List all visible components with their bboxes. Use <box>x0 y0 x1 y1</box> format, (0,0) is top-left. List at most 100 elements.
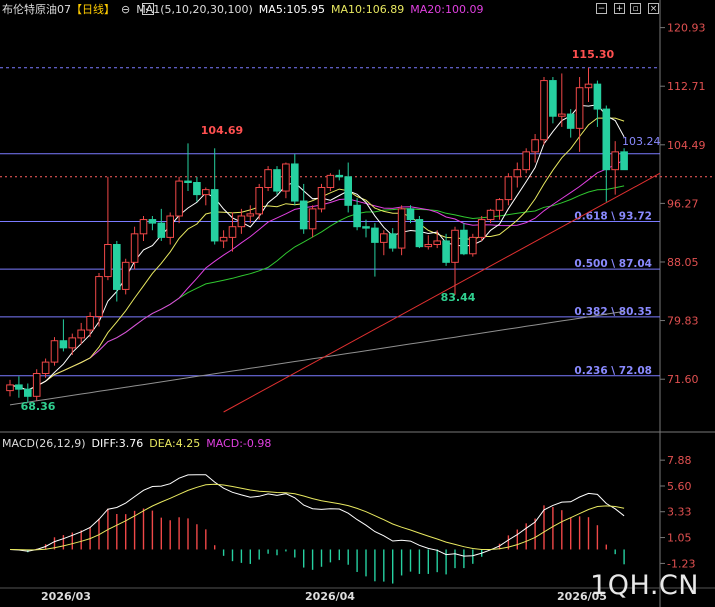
candle-body <box>68 337 77 349</box>
candle-body <box>584 83 593 89</box>
candle-body <box>317 186 326 210</box>
x-axis-label: 2026/04 <box>305 590 355 603</box>
y-tick-label: 104.49 <box>667 139 706 152</box>
candle-body <box>6 384 14 392</box>
add-icon[interactable]: + <box>614 3 625 14</box>
candle-body <box>566 113 575 129</box>
candle-body <box>246 213 255 217</box>
fib-level-label: 0.382 \ 80.35 <box>574 306 652 318</box>
candle-body <box>620 151 628 171</box>
ma10-line <box>9 117 625 391</box>
candle-body <box>291 163 299 202</box>
candle-body <box>77 329 86 339</box>
macd-y-tick-label: 5.60 <box>667 480 692 493</box>
candle-body <box>477 219 486 238</box>
watermark: 1QH.CN <box>590 570 699 601</box>
candle-body <box>326 174 335 188</box>
candle-body <box>148 219 157 224</box>
candle-body <box>273 169 281 192</box>
candle-body <box>299 200 308 230</box>
ma-checkbox-icon[interactable]: ✓ <box>142 3 154 15</box>
instrument-name: 布伦特原油07 <box>2 3 71 16</box>
current-annotation: 103.24 <box>622 135 661 148</box>
candle-body <box>59 340 68 349</box>
candle-body <box>166 215 174 238</box>
y-tick-label: 120.93 <box>667 22 706 35</box>
macd-y-tick-label: 1.05 <box>667 532 692 545</box>
candle-body <box>611 151 620 171</box>
candle-body <box>32 373 41 397</box>
diff-value: DIFF:3.76 <box>91 437 144 450</box>
candle-body <box>451 229 459 263</box>
candle-body <box>184 180 192 184</box>
restore-icon[interactable]: ▫ <box>630 3 641 14</box>
dea-value: DEA:4.25 <box>149 437 201 450</box>
candle-body <box>130 233 139 263</box>
ma-params: MA1(5,10,20,30,100) <box>136 3 253 16</box>
candle-body <box>175 180 183 217</box>
trend-line <box>223 172 661 413</box>
candle-body <box>513 169 522 178</box>
macd-y-tick-label: 3.33 <box>667 506 692 519</box>
y-tick-label: 79.83 <box>667 315 699 328</box>
candle-body <box>540 80 548 141</box>
candle-body <box>602 108 611 171</box>
candle-body <box>433 240 441 246</box>
close-icon[interactable]: × <box>648 3 659 14</box>
candle-body <box>202 189 210 196</box>
candle-body <box>50 340 59 363</box>
candle-body <box>219 236 228 242</box>
macd-params: MACD(26,12,9) <box>2 437 86 450</box>
main-chart-header: 布伦特原油07【日线】 ⊖ MA1(5,10,20,30,100) MA5:105.9… <box>2 3 489 17</box>
candle-body <box>121 261 130 290</box>
macd-y-tick-label: 7.88 <box>667 454 692 467</box>
candle-body <box>531 139 539 153</box>
candle-body <box>575 87 584 129</box>
y-tick-label: 96.27 <box>667 197 699 210</box>
fib-level-label: 0.618 \ 93.72 <box>574 211 652 223</box>
low-annotation: 83.44 <box>441 291 476 304</box>
candle-body <box>424 244 433 248</box>
macd-header: MACD(26,12,9) DIFF:3.76 DEA:4.25 MACD:-0.98 <box>2 437 277 451</box>
candle-body <box>255 186 263 215</box>
candle-body <box>113 244 121 290</box>
y-tick-label: 88.05 <box>667 256 699 269</box>
candle-body <box>442 240 450 263</box>
ma5-line <box>9 104 625 391</box>
candle-body <box>157 222 166 238</box>
candle-body <box>139 219 148 235</box>
candle-body <box>95 276 103 317</box>
left-high-annotation: 104.69 <box>201 124 243 137</box>
candle-body <box>388 233 397 249</box>
ma5-value: MA5:105.95 <box>258 3 326 16</box>
candle-body <box>104 244 112 278</box>
minimize-icon[interactable]: − <box>596 3 607 14</box>
fib-level-label: 0.500 \ 87.04 <box>574 258 652 270</box>
fib-level-label: 0.236 \ 72.08 <box>574 365 652 377</box>
candle-body <box>549 80 557 117</box>
candle-body <box>344 176 352 206</box>
candle-body <box>335 174 344 178</box>
candle-body <box>522 151 531 171</box>
macd-value: MACD:-0.98 <box>206 437 272 450</box>
diff-line <box>9 474 625 557</box>
candle-body <box>228 226 237 238</box>
macd-y-tick-label: -1.23 <box>667 557 695 570</box>
candle-body <box>353 204 361 228</box>
period-label[interactable]: 【日线】 <box>71 3 115 16</box>
ma20-value: MA20:100.09 <box>410 3 484 16</box>
ma20-line <box>9 159 625 391</box>
candle-body <box>486 209 495 221</box>
dea-line <box>9 483 625 551</box>
x-axis-label: 2026/03 <box>41 590 91 603</box>
candle-body <box>371 227 379 243</box>
candle-body <box>406 208 415 221</box>
candle-body <box>86 315 94 331</box>
settings-gear-icon[interactable]: ⊖ <box>121 3 131 16</box>
high-annotation: 115.30 <box>572 48 615 61</box>
ma100-line <box>9 310 625 406</box>
candle-body <box>495 199 504 211</box>
candle-body <box>24 388 32 397</box>
ma10-value: MA10:106.89 <box>331 3 405 16</box>
